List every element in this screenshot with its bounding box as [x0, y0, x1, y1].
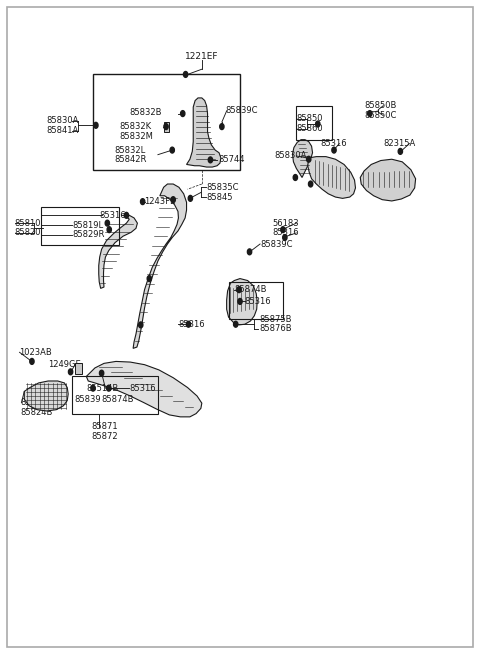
Circle shape — [307, 157, 311, 162]
Circle shape — [247, 249, 252, 255]
Text: 85874B: 85874B — [234, 285, 267, 294]
Circle shape — [105, 220, 109, 226]
Circle shape — [234, 322, 238, 328]
Text: 85839C: 85839C — [226, 107, 258, 115]
Text: 85871: 85871 — [91, 422, 118, 431]
Polygon shape — [187, 98, 221, 167]
Text: 85830A: 85830A — [275, 151, 307, 160]
Text: 1023AB: 1023AB — [20, 348, 52, 357]
Bar — [40, 207, 119, 245]
Text: 1221EF: 1221EF — [185, 52, 218, 62]
Circle shape — [107, 227, 111, 233]
Text: 85839: 85839 — [74, 395, 100, 403]
Polygon shape — [24, 381, 68, 411]
Polygon shape — [86, 362, 202, 417]
Circle shape — [171, 196, 175, 202]
Circle shape — [283, 234, 287, 240]
Text: 85316: 85316 — [272, 229, 299, 237]
Text: 85819L: 85819L — [72, 221, 103, 230]
Circle shape — [91, 385, 95, 391]
Text: 85839C: 85839C — [260, 240, 292, 248]
Bar — [228, 282, 283, 319]
Text: 85514B: 85514B — [86, 384, 119, 392]
Polygon shape — [360, 159, 416, 201]
Circle shape — [186, 322, 191, 328]
Text: 85316: 85316 — [178, 320, 204, 329]
Circle shape — [141, 198, 145, 204]
Circle shape — [188, 195, 192, 201]
Text: 85850C: 85850C — [364, 111, 396, 120]
Circle shape — [281, 227, 285, 233]
Circle shape — [180, 111, 185, 117]
Polygon shape — [75, 364, 82, 375]
Circle shape — [124, 212, 129, 218]
Circle shape — [293, 174, 298, 180]
Circle shape — [94, 122, 98, 128]
Circle shape — [316, 121, 320, 127]
Circle shape — [208, 157, 213, 163]
Text: 85832K: 85832K — [120, 122, 152, 131]
Circle shape — [139, 322, 143, 328]
Text: 85842R: 85842R — [115, 155, 147, 164]
Circle shape — [147, 276, 152, 282]
Text: 85850: 85850 — [296, 114, 323, 123]
Circle shape — [30, 358, 34, 364]
Circle shape — [309, 181, 313, 187]
Circle shape — [398, 149, 403, 155]
Text: 85875B: 85875B — [259, 314, 291, 324]
Text: 85744: 85744 — [218, 155, 244, 164]
Text: 85820: 85820 — [15, 229, 41, 237]
Polygon shape — [133, 184, 187, 348]
Polygon shape — [99, 215, 137, 288]
Text: 85829R: 85829R — [72, 231, 104, 239]
Text: 85823: 85823 — [21, 398, 47, 407]
Text: 85845: 85845 — [206, 193, 233, 202]
Text: 85316: 85316 — [129, 384, 156, 392]
Circle shape — [107, 385, 111, 391]
Text: 85316: 85316 — [99, 211, 126, 220]
Polygon shape — [292, 140, 312, 178]
Text: 85835C: 85835C — [206, 183, 239, 192]
Polygon shape — [308, 157, 356, 198]
Text: 1249GE: 1249GE — [48, 360, 81, 369]
Text: 1243FE: 1243FE — [144, 197, 176, 206]
Text: 85832L: 85832L — [115, 145, 146, 155]
Circle shape — [237, 287, 241, 293]
Bar — [93, 74, 240, 170]
Circle shape — [69, 369, 73, 375]
Text: 85316: 85316 — [320, 139, 347, 148]
Circle shape — [99, 370, 104, 376]
Text: 85874B: 85874B — [102, 395, 134, 403]
Polygon shape — [227, 278, 257, 325]
Text: 85832M: 85832M — [120, 132, 154, 141]
Text: 85810: 85810 — [15, 219, 41, 228]
Bar — [72, 377, 158, 413]
Text: 85830A: 85830A — [47, 116, 79, 125]
Text: 85824B: 85824B — [21, 408, 53, 417]
Circle shape — [368, 111, 372, 117]
Bar — [296, 105, 332, 140]
Circle shape — [164, 124, 168, 130]
Text: 82315A: 82315A — [383, 139, 415, 148]
Circle shape — [220, 124, 224, 130]
Text: 85872: 85872 — [91, 432, 118, 441]
Text: 85841A: 85841A — [47, 126, 79, 135]
Text: 56183: 56183 — [272, 219, 299, 228]
Text: 85876B: 85876B — [259, 324, 292, 333]
Text: 85316: 85316 — [245, 297, 271, 306]
Circle shape — [183, 71, 188, 77]
Polygon shape — [164, 122, 169, 132]
Circle shape — [170, 147, 174, 153]
Text: 85860: 85860 — [296, 124, 323, 133]
Text: 85850B: 85850B — [364, 102, 396, 110]
Text: 85832B: 85832B — [129, 108, 162, 117]
Circle shape — [332, 147, 336, 153]
Circle shape — [238, 299, 242, 305]
